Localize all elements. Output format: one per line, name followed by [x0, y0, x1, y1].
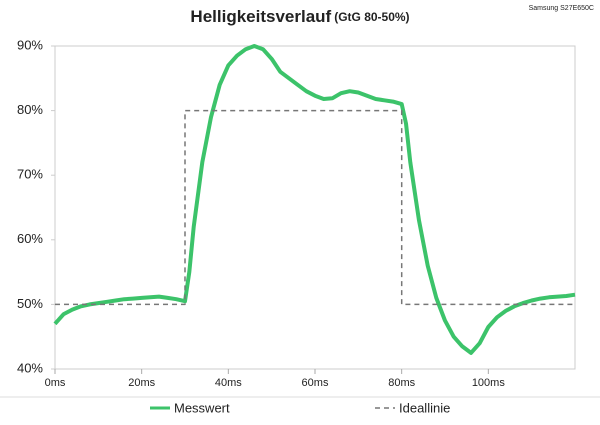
y-tick-label: 60% — [17, 231, 43, 246]
legend-label: Messwert — [174, 400, 230, 415]
series-line — [55, 109, 575, 306]
chart-title: Helligkeitsverlauf (GtG 80-50%) — [190, 7, 409, 26]
y-tick-label: 80% — [17, 102, 43, 117]
series-line — [53, 44, 576, 355]
subtitle: (GtG 80-50%) — [334, 10, 409, 24]
corner-note: Samsung S27E650C — [529, 5, 594, 12]
y-tick-label: 90% — [17, 37, 43, 52]
legend-label: Ideallinie — [399, 400, 450, 415]
x-tick-label: 20ms — [128, 377, 155, 389]
x-tick-label: 0ms — [45, 377, 66, 389]
x-tick-label: 60ms — [302, 377, 329, 389]
x-tick-label: 80ms — [388, 377, 415, 389]
title: Helligkeitsverlauf — [190, 7, 331, 26]
x-tick-label: 40ms — [215, 377, 242, 389]
x-tick-label: 100ms — [472, 377, 506, 389]
y-tick-label: 40% — [17, 360, 43, 375]
y-tick-label: 50% — [17, 296, 43, 311]
y-tick-label: 70% — [17, 167, 43, 182]
